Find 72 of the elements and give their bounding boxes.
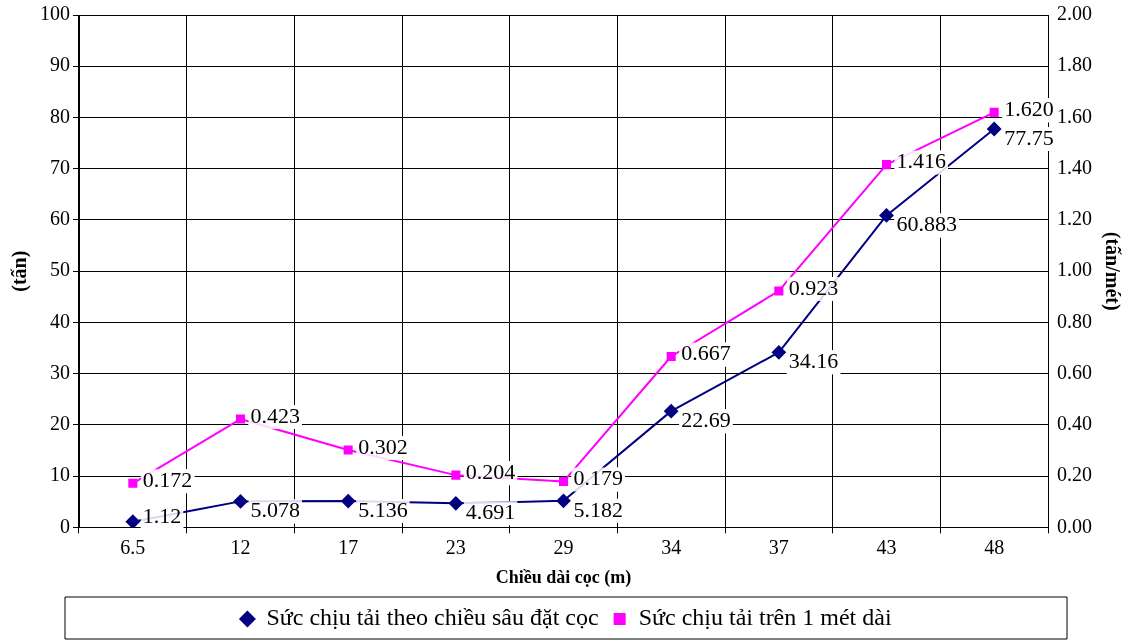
y2-tick-label: 0.60: [1057, 360, 1092, 383]
y2-tick-label: 1.40: [1057, 155, 1092, 178]
data-label: 0.204: [465, 458, 516, 484]
point: [233, 494, 248, 509]
x-tick-label: 6.5: [120, 535, 146, 558]
x-tick-label: 37: [768, 535, 789, 558]
x-tick-label: 17: [338, 535, 359, 558]
point: [989, 107, 999, 117]
y-tick-label: 0: [60, 514, 70, 537]
y2-tick-label: 0.40: [1057, 412, 1092, 435]
x-tick-label: 48: [984, 535, 1005, 558]
y2-tick-label: 1.20: [1057, 207, 1092, 230]
point: [558, 477, 569, 487]
x-tick-label: 34: [661, 535, 682, 558]
point: [448, 496, 463, 511]
data-label: 60.883: [896, 211, 957, 237]
y-tick-label: 70: [50, 155, 70, 178]
point: [879, 208, 894, 223]
point: [664, 404, 679, 419]
data-label: 0.923: [788, 274, 839, 300]
point: [881, 160, 892, 170]
data-label: 5.078: [250, 497, 300, 523]
data-label: 0.423: [250, 402, 300, 428]
point: [451, 470, 461, 480]
y2-tick-label: 0.20: [1057, 463, 1092, 486]
y2-tick-label: 0.00: [1057, 514, 1092, 537]
data-label: 5.182: [573, 496, 623, 522]
data-label: 1.12: [142, 503, 182, 529]
point: [235, 414, 246, 424]
y-tick-label: 90: [50, 53, 70, 76]
legend-label: Sức chịu tải trên 1 mét dài: [638, 604, 892, 631]
data-label: 34.16: [788, 348, 839, 374]
x-tick-label: 43: [876, 535, 897, 558]
x-tick-label: 29: [553, 535, 574, 558]
data-label: 0.302: [358, 433, 408, 459]
data-label: 0.179: [573, 465, 623, 491]
y-tick-label: 40: [50, 309, 70, 332]
data-label: 1.416: [896, 148, 946, 174]
y-tick-label: 20: [50, 412, 70, 435]
point: [556, 493, 571, 508]
data-label: 5.136: [358, 496, 408, 522]
y2-tick-label: 1.00: [1057, 258, 1092, 281]
x-tick-label: 23: [445, 535, 466, 558]
data-label: 77.75: [1004, 124, 1054, 150]
y-tick-label: 60: [50, 207, 70, 230]
x-axis-title: Chiều dài cọc (m): [495, 566, 632, 588]
data-label: 0.667: [681, 340, 731, 366]
y-tick-label: 80: [50, 104, 70, 127]
data-label: 0.172: [142, 467, 193, 493]
data-label: 4.691: [465, 499, 516, 525]
data-label: 22.69: [681, 406, 731, 432]
y2-axis-title: (tấn/mét): [1100, 231, 1124, 311]
y-tick-label: 100: [40, 2, 70, 25]
point: [987, 122, 1002, 137]
y2-tick-label: 1.60: [1057, 104, 1092, 127]
point: [771, 345, 786, 360]
y-tick-label: 50: [50, 258, 70, 281]
point: [343, 445, 353, 455]
x-tick-label: 12: [230, 535, 251, 558]
point: [666, 351, 676, 362]
y-axis-title: (tấn): [8, 250, 32, 292]
y-tick-label: 10: [50, 463, 70, 486]
point: [128, 478, 138, 488]
point: [774, 286, 784, 296]
y2-tick-label: 2.00: [1057, 2, 1092, 25]
legend-label: Sức chịu tải theo chiều sâu đặt cọc: [266, 604, 599, 631]
y2-tick-label: 1.80: [1057, 53, 1092, 76]
point: [125, 514, 140, 528]
data-label: 1.620: [1004, 96, 1054, 122]
point: [341, 494, 356, 509]
y2-tick-label: 0.80: [1057, 309, 1092, 332]
y-tick-label: 30: [50, 360, 70, 383]
